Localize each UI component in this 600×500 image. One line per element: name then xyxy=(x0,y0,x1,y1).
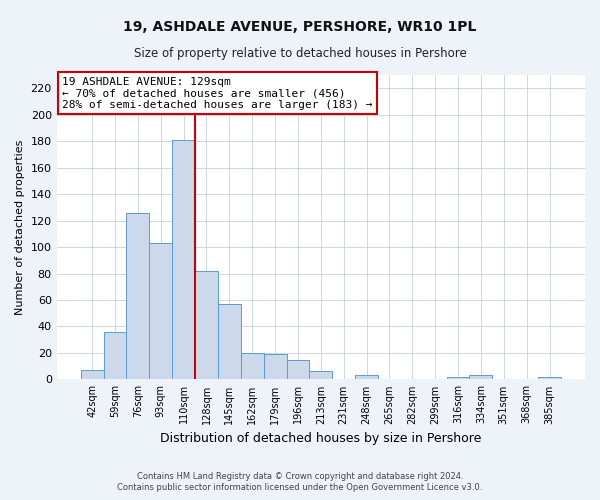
Bar xyxy=(355,376,378,380)
Bar xyxy=(538,377,561,380)
Bar xyxy=(149,243,172,380)
Bar xyxy=(263,354,287,380)
Text: Size of property relative to detached houses in Pershore: Size of property relative to detached ho… xyxy=(134,48,466,60)
Text: Contains public sector information licensed under the Open Government Licence v3: Contains public sector information licen… xyxy=(118,484,482,492)
Text: 19 ASHDALE AVENUE: 129sqm
← 70% of detached houses are smaller (456)
28% of semi: 19 ASHDALE AVENUE: 129sqm ← 70% of detac… xyxy=(62,76,373,110)
Text: 19, ASHDALE AVENUE, PERSHORE, WR10 1PL: 19, ASHDALE AVENUE, PERSHORE, WR10 1PL xyxy=(124,20,476,34)
Bar xyxy=(195,271,218,380)
Bar xyxy=(287,360,310,380)
Text: Contains HM Land Registry data © Crown copyright and database right 2024.: Contains HM Land Registry data © Crown c… xyxy=(137,472,463,481)
Bar xyxy=(172,140,195,380)
X-axis label: Distribution of detached houses by size in Pershore: Distribution of detached houses by size … xyxy=(160,432,482,445)
Bar xyxy=(218,304,241,380)
Bar xyxy=(446,377,469,380)
Bar xyxy=(310,372,332,380)
Bar xyxy=(80,370,104,380)
Bar xyxy=(469,376,493,380)
Bar xyxy=(104,332,127,380)
Y-axis label: Number of detached properties: Number of detached properties xyxy=(15,140,25,315)
Bar xyxy=(127,212,149,380)
Bar xyxy=(241,353,263,380)
